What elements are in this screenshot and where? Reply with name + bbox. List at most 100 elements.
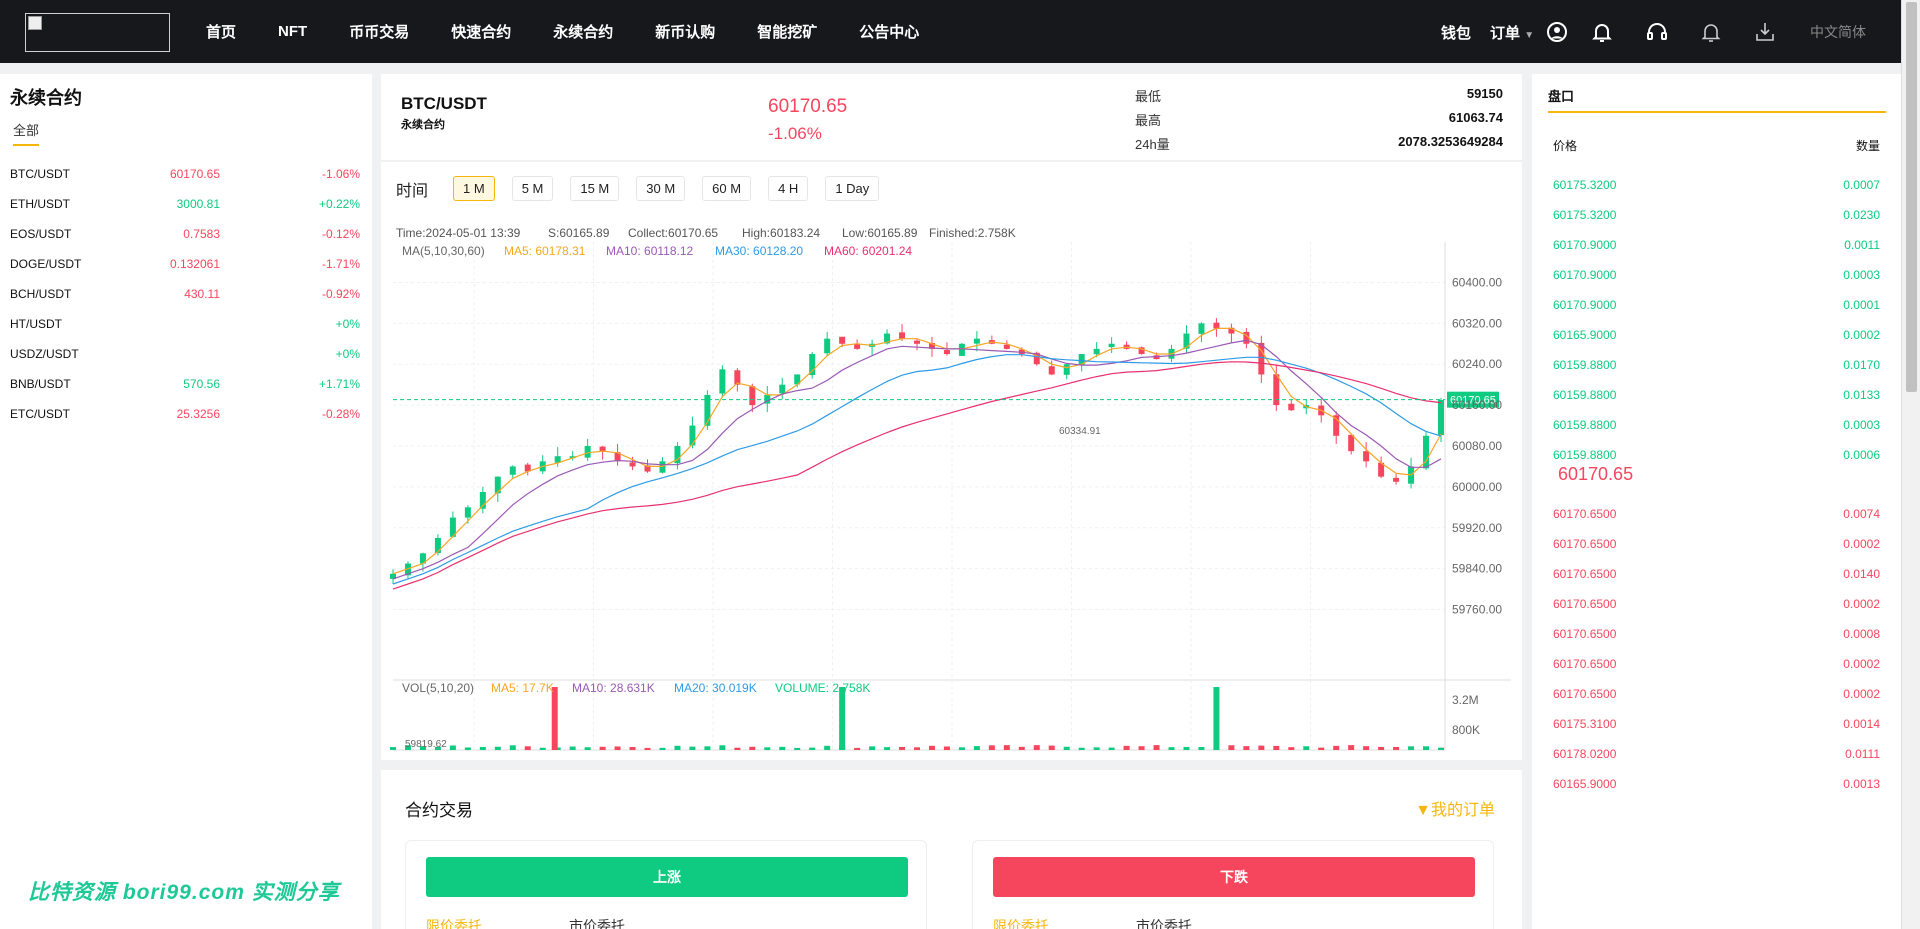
- ask-row[interactable]: 60165.9000 0.0013: [1532, 777, 1901, 807]
- tab-all[interactable]: 全部: [13, 120, 40, 146]
- ma-legend-label: MA(5,10,30,60): [402, 244, 485, 258]
- ask-row[interactable]: 60175.3100 0.0014: [1532, 717, 1901, 747]
- market-row[interactable]: EOS/USDT 0.7583 -0.12%: [0, 219, 372, 249]
- language-select[interactable]: 中文简体: [1810, 24, 1866, 40]
- tf-1day[interactable]: 1 Day: [825, 176, 880, 201]
- candle-body: [1063, 364, 1070, 375]
- volume-bar: [899, 746, 906, 750]
- ask-row[interactable]: 60170.6500 0.0140: [1532, 567, 1901, 597]
- market-symbol: HT/USDT: [10, 317, 62, 331]
- ask-row[interactable]: 60170.6500 0.0074: [1532, 507, 1901, 537]
- market-row[interactable]: ETH/USDT 3000.81 +0.22%: [0, 189, 372, 219]
- volume-bar: [1438, 747, 1444, 750]
- nav-announcements[interactable]: 公告中心: [859, 24, 920, 41]
- volume-bar: [869, 746, 876, 750]
- download-icon[interactable]: [1753, 20, 1777, 44]
- tf-1m[interactable]: 1 M: [453, 176, 495, 201]
- market-row[interactable]: BTC/USDT 60170.65 -1.06%: [0, 159, 372, 189]
- bid-row[interactable]: 60159.8800 0.0133: [1532, 388, 1901, 418]
- tf-60m[interactable]: 60 M: [702, 176, 752, 201]
- wallet-link[interactable]: 钱包: [1441, 25, 1472, 42]
- buy-limit-tab[interactable]: 限价委托: [426, 918, 482, 929]
- candle-body: [839, 336, 846, 344]
- market-row[interactable]: BCH/USDT 430.11 -0.92%: [0, 279, 372, 309]
- candle-body: [629, 462, 636, 467]
- candle-body: [689, 425, 696, 446]
- volume-bar: [404, 745, 411, 750]
- bell-icon[interactable]: [1590, 20, 1614, 44]
- bid-row[interactable]: 60170.9000 0.0001: [1532, 298, 1901, 328]
- user-icon[interactable]: [1545, 20, 1569, 44]
- volume-bar: [569, 746, 576, 750]
- bid-row[interactable]: 60159.8800 0.0003: [1532, 418, 1901, 448]
- ask-qty: 0.0014: [1843, 717, 1880, 731]
- candle-body: [973, 338, 980, 344]
- ask-row[interactable]: 60170.6500 0.0002: [1532, 537, 1901, 567]
- market-price: 25.3256: [176, 407, 220, 421]
- bid-row[interactable]: 60159.8800 0.0006: [1532, 448, 1901, 478]
- bid-row[interactable]: 60170.9000 0.0011: [1532, 238, 1901, 268]
- buy-up-button[interactable]: 上涨: [426, 857, 908, 897]
- bid-row[interactable]: 60165.9000 0.0002: [1532, 328, 1901, 358]
- nav-home[interactable]: 首页: [206, 24, 237, 41]
- bid-row[interactable]: 60159.8800 0.0170: [1532, 358, 1901, 388]
- info-finished: Finished:2.758K: [929, 226, 1016, 240]
- market-row[interactable]: HT/USDT +0%: [0, 309, 372, 339]
- ask-row[interactable]: 60170.6500 0.0002: [1532, 657, 1901, 687]
- bid-qty: 0.0007: [1843, 178, 1880, 192]
- volume-bar: [1243, 746, 1250, 750]
- buy-market-tab[interactable]: 市价委托: [569, 918, 625, 929]
- site-logo[interactable]: [25, 13, 170, 52]
- candlestick-chart[interactable]: 60170.65 Time:2024-05-01 13:39 S:60165.8…: [381, 212, 1522, 752]
- sell-limit-tab[interactable]: 限价委托: [993, 918, 1049, 929]
- ask-row[interactable]: 60170.6500 0.0008: [1532, 627, 1901, 657]
- ask-row[interactable]: 60170.6500 0.0002: [1532, 597, 1901, 627]
- market-row[interactable]: DOGE/USDT 0.132061 -1.71%: [0, 249, 372, 279]
- volume-bar: [928, 745, 935, 750]
- market-change: +0%: [335, 347, 360, 361]
- ask-row[interactable]: 60178.0200 0.0111: [1532, 747, 1901, 777]
- orders-label: 订单: [1490, 25, 1521, 42]
- tf-30m[interactable]: 30 M: [636, 176, 686, 201]
- volume-bar: [584, 747, 591, 750]
- market-row[interactable]: ETC/USDT 25.3256 -0.28%: [0, 399, 372, 429]
- tf-15m[interactable]: 15 M: [570, 176, 620, 201]
- bid-row[interactable]: 60170.9000 0.0003: [1532, 268, 1901, 298]
- my-orders-link[interactable]: ▼我的订单: [1415, 802, 1495, 819]
- ask-qty: 0.0111: [1845, 747, 1880, 761]
- nav-spot[interactable]: 币币交易: [349, 24, 410, 41]
- headset-icon[interactable]: [1645, 20, 1669, 44]
- tf-4h[interactable]: 4 H: [768, 176, 809, 201]
- nav-new-coin[interactable]: 新币认购: [655, 24, 716, 41]
- nav-perpetual[interactable]: 永续合约: [553, 24, 614, 41]
- notification-icon[interactable]: [1699, 20, 1723, 44]
- candle-body: [899, 332, 906, 339]
- market-row[interactable]: USDZ/USDT +0%: [0, 339, 372, 369]
- nav-quick-contract[interactable]: 快速合约: [451, 24, 512, 41]
- volume-bar: [1078, 747, 1085, 750]
- ma30-line: [392, 354, 1442, 585]
- market-change: -1.06%: [321, 167, 360, 181]
- candle-body: [1183, 333, 1190, 349]
- price-tick: 60240.00: [1452, 357, 1502, 371]
- market-row[interactable]: BNB/USDT 570.56 +1.71%: [0, 369, 372, 399]
- sell-down-button[interactable]: 下跌: [993, 857, 1475, 897]
- volume-bar: [1303, 746, 1310, 750]
- tf-5m[interactable]: 5 M: [511, 176, 554, 201]
- orders-menu[interactable]: 订单 ▼: [1490, 22, 1534, 43]
- volume-bar: [1168, 747, 1175, 750]
- candle-body: [509, 466, 516, 475]
- bid-row[interactable]: 60175.3200 0.0230: [1532, 208, 1901, 238]
- bid-price: 60170.9000: [1553, 298, 1617, 312]
- market-change: +0.22%: [318, 197, 360, 211]
- nav-mining[interactable]: 智能挖矿: [757, 24, 818, 41]
- sell-market-tab[interactable]: 市价委托: [1136, 918, 1192, 929]
- market-price: 0.132061: [169, 257, 220, 271]
- bid-qty: 0.0011: [1844, 238, 1880, 252]
- ask-row[interactable]: 60170.6500 0.0002: [1532, 687, 1901, 717]
- scrollbar-thumb[interactable]: [1906, 2, 1917, 392]
- candle-body: [734, 370, 741, 385]
- page-scrollbar[interactable]: [1901, 0, 1920, 929]
- nav-nft[interactable]: NFT: [278, 23, 308, 40]
- bid-row[interactable]: 60175.3200 0.0007: [1532, 178, 1901, 208]
